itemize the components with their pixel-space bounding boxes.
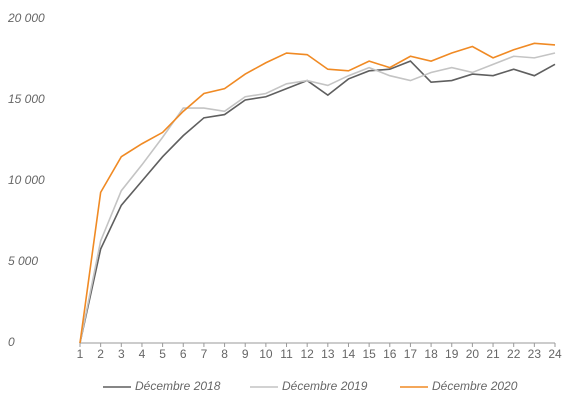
legend-label: Décembre 2020 bbox=[432, 379, 518, 393]
x-tick-label: 12 bbox=[300, 347, 314, 361]
line bbox=[79, 60, 556, 344]
y-tick-label: 20 000 bbox=[7, 11, 45, 25]
y-tick-label: 0 bbox=[8, 335, 15, 349]
y-tick-label: 15 000 bbox=[8, 92, 45, 106]
x-tick-label: 20 bbox=[466, 347, 480, 361]
x-tick-label: 9 bbox=[242, 347, 249, 361]
x-tick-label: 2 bbox=[97, 347, 104, 361]
x-tick-label: 8 bbox=[221, 347, 228, 361]
x-tick-label: 13 bbox=[321, 347, 335, 361]
x-tick-label: 11 bbox=[280, 347, 293, 361]
x-tick-label: 19 bbox=[445, 347, 459, 361]
y-tick-label: 10 000 bbox=[8, 173, 45, 187]
x-tick-label: 24 bbox=[548, 347, 562, 361]
line bbox=[79, 42, 556, 344]
x-tick-label: 14 bbox=[342, 347, 356, 361]
x-tick-label: 15 bbox=[362, 347, 376, 361]
x-tick-label: 23 bbox=[528, 347, 542, 361]
line bbox=[79, 52, 556, 344]
x-tick-label: 3 bbox=[118, 347, 125, 361]
x-tick-label: 22 bbox=[507, 347, 521, 361]
x-tick-label: 6 bbox=[180, 347, 187, 361]
legend-label: Décembre 2018 bbox=[135, 379, 221, 393]
x-tick-label: 10 bbox=[259, 347, 273, 361]
x-tick-label: 17 bbox=[404, 347, 418, 361]
y-tick-label: 5 000 bbox=[8, 254, 38, 268]
x-tick-label: 18 bbox=[424, 347, 438, 361]
x-tick-label: 1 bbox=[77, 347, 84, 361]
x-tick-label: 4 bbox=[139, 347, 146, 361]
x-tick-label: 16 bbox=[383, 347, 397, 361]
x-tick-label: 21 bbox=[486, 347, 500, 361]
legend-label: Décembre 2019 bbox=[282, 379, 368, 393]
x-tick-label: 5 bbox=[159, 347, 166, 361]
x-tick-label: 7 bbox=[201, 347, 208, 361]
